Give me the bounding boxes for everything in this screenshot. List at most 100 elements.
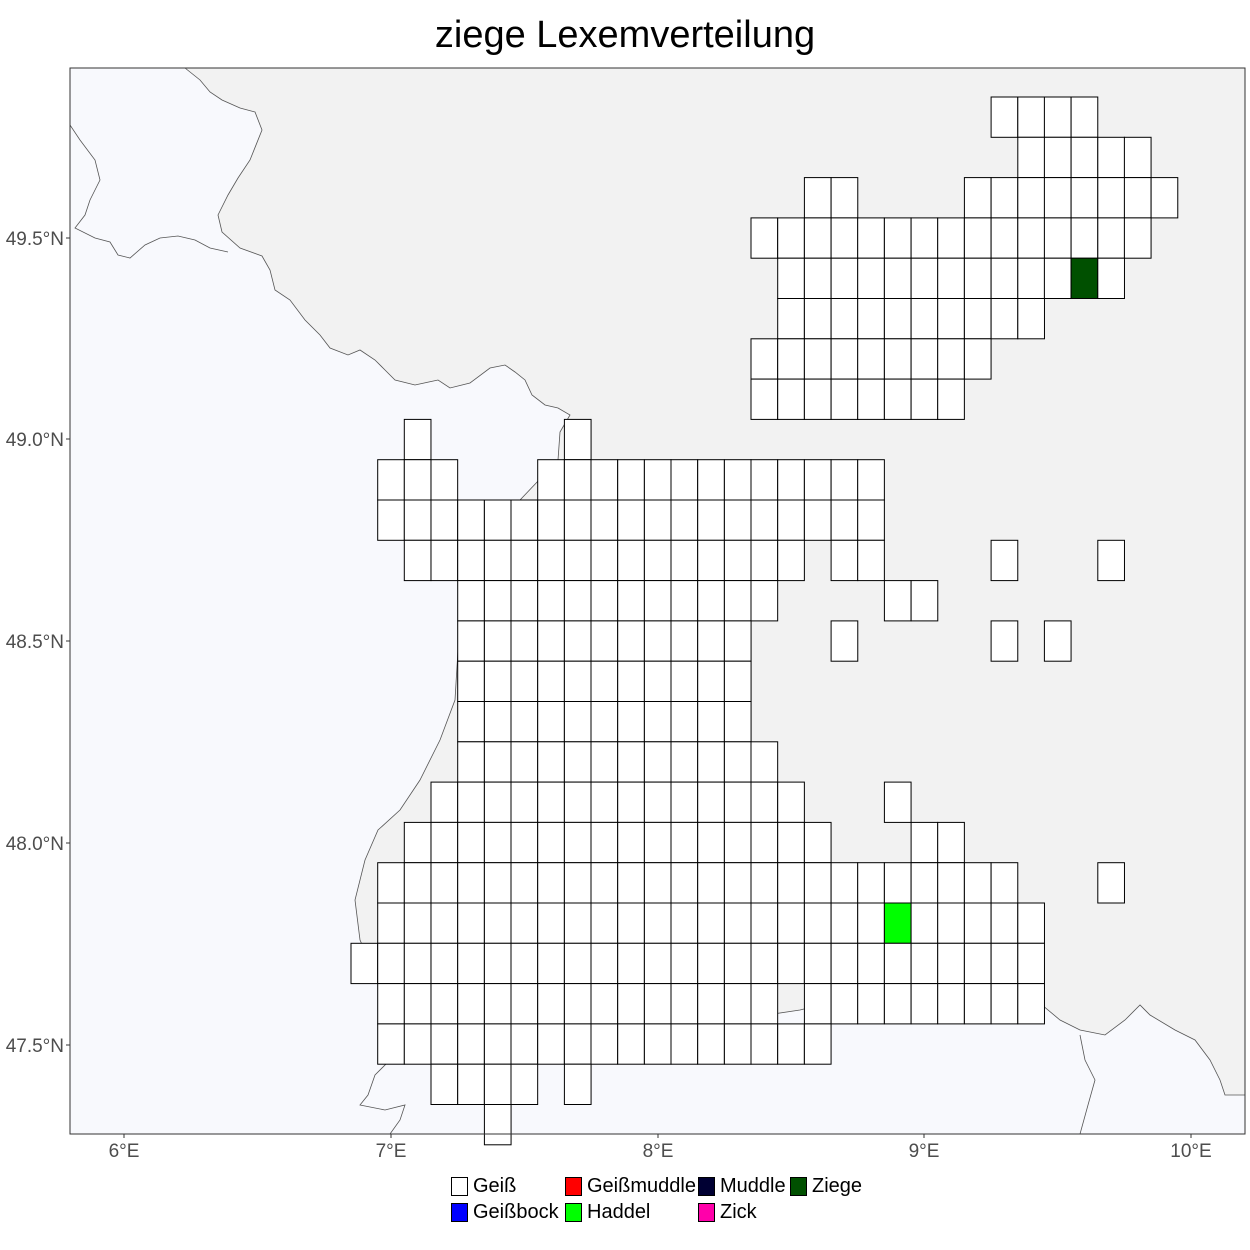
map-cell	[590, 701, 619, 743]
map-cell	[830, 862, 859, 904]
map-cell	[590, 459, 619, 501]
map-cell	[510, 902, 539, 944]
map-cell	[563, 781, 592, 823]
map-cell	[1017, 136, 1045, 179]
map-cell	[537, 499, 565, 541]
map-cell	[457, 701, 485, 743]
map-cell	[1043, 177, 1072, 219]
map-cell	[883, 862, 912, 904]
map-cell	[910, 862, 939, 904]
map-cell	[430, 862, 459, 904]
map-cell	[590, 942, 619, 985]
map-cell	[777, 862, 805, 904]
map-cell	[537, 942, 565, 985]
map-cell	[910, 257, 939, 300]
map-cell	[723, 660, 752, 703]
map-cell	[697, 499, 725, 541]
map-cell	[403, 539, 432, 582]
map-cell	[697, 821, 725, 864]
map-cell	[483, 660, 512, 703]
map-cell	[723, 902, 752, 944]
x-tick-label: 6°E	[109, 1141, 140, 1162]
map-cell	[963, 257, 992, 300]
map-cell	[590, 862, 619, 904]
map-cell	[510, 862, 539, 904]
map-cell	[857, 459, 885, 501]
map-cell	[857, 217, 885, 259]
map-cell	[670, 781, 699, 823]
map-cell	[457, 620, 485, 662]
map-cell	[563, 459, 592, 501]
map-cell	[643, 741, 672, 783]
map-cell	[857, 257, 885, 300]
y-tick-label: 49.5°N	[6, 229, 64, 250]
map-cell	[483, 620, 512, 662]
map-cell	[937, 942, 965, 985]
map-cell	[803, 298, 832, 340]
map-cell	[1017, 96, 1045, 138]
map-cell	[403, 499, 432, 541]
map-cell	[430, 539, 459, 582]
map-cell	[697, 902, 725, 944]
map-cell	[563, 1063, 592, 1105]
map-cell	[590, 620, 619, 662]
x-tick-label: 7°E	[376, 1141, 407, 1162]
map-cell	[697, 862, 725, 904]
map-cell	[510, 701, 539, 743]
map-cell	[510, 741, 539, 783]
map-cell	[403, 821, 432, 864]
map-cell	[617, 741, 645, 783]
map-cell	[1097, 177, 1125, 219]
map-cell	[670, 983, 699, 1025]
map-cell	[350, 942, 379, 985]
map-cell	[483, 1063, 512, 1105]
map-cell	[937, 257, 965, 300]
map-cell	[430, 821, 459, 864]
map-cell	[537, 862, 565, 904]
map-cell	[457, 902, 485, 944]
map-cell	[537, 781, 565, 823]
map-cell	[777, 378, 805, 420]
map-cell	[617, 701, 645, 743]
map-cell	[617, 781, 645, 823]
map-cell	[830, 983, 859, 1025]
map-cell	[430, 902, 459, 944]
map-cell	[750, 902, 779, 944]
map-cell	[537, 983, 565, 1025]
map-cell	[1097, 862, 1125, 904]
map-cell	[617, 660, 645, 703]
map-cell	[510, 580, 539, 622]
map-cell	[483, 983, 512, 1025]
map-cell	[830, 459, 859, 501]
map-cell	[457, 660, 485, 703]
map-cell	[777, 459, 805, 501]
map-cell	[990, 217, 1019, 259]
map-cell	[697, 459, 725, 501]
legend-label: Geiß	[473, 1174, 517, 1197]
legend-item-geissmuddle: Geißmuddle	[565, 1175, 696, 1197]
map-cell	[457, 580, 485, 622]
legend-item-zick: Zick	[698, 1201, 757, 1223]
legend-item-haddel: Haddel	[565, 1201, 650, 1223]
map-cell	[723, 701, 752, 743]
map-cell	[803, 942, 832, 985]
map-cell	[830, 338, 859, 380]
map-cell	[937, 217, 965, 259]
map-cell	[883, 781, 912, 823]
map-cell	[430, 983, 459, 1025]
map-cell	[590, 983, 619, 1025]
map-cell	[857, 983, 885, 1025]
map-cell	[457, 983, 485, 1025]
map-cell	[750, 942, 779, 985]
map-cell	[430, 942, 459, 985]
map-cell	[670, 821, 699, 864]
map-cell	[537, 821, 565, 864]
map-cell	[563, 499, 592, 541]
map-cell	[937, 902, 965, 944]
map-cell	[750, 781, 779, 823]
legend-item-muddle: Muddle	[698, 1175, 786, 1197]
map-cell	[377, 459, 405, 501]
map-cell	[963, 902, 992, 944]
map-cell	[590, 821, 619, 864]
map-cell	[483, 539, 512, 582]
